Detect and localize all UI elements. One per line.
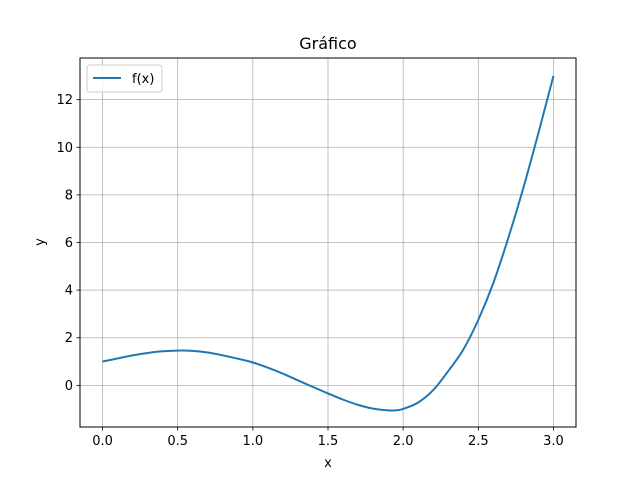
y-tick-label: 12	[56, 93, 73, 108]
y-tick-label: 8	[65, 188, 73, 203]
chart-title: Gráfico	[299, 34, 356, 53]
x-tick-label: 2.5	[468, 434, 489, 449]
y-tick-label: 6	[65, 236, 73, 251]
y-tick-label: 4	[65, 284, 73, 299]
y-axis-label: y	[33, 238, 48, 246]
x-tick-label: 0.5	[167, 434, 188, 449]
x-axis-label: x	[324, 456, 332, 471]
series-line-fx	[102, 75, 555, 412]
axis-ticks: 0.0 0.5 1.0 1.5 2.0 2.5 3.0 0 2 4 6 8 10 12	[56, 93, 563, 449]
legend-label-fx: f(x)	[132, 72, 154, 87]
grid	[80, 58, 576, 427]
x-tick-label: 2.0	[393, 434, 414, 449]
x-tick-label: 1.5	[318, 434, 339, 449]
series-layer	[102, 75, 555, 412]
x-tick-label: 1.0	[243, 434, 264, 449]
x-tick-label: 3.0	[543, 434, 564, 449]
legend-box	[86, 64, 163, 93]
legend: f(x)	[86, 64, 163, 93]
x-tick-label: 0.0	[92, 434, 113, 449]
y-tick-label: 10	[56, 141, 73, 156]
y-tick-label: 0	[65, 379, 73, 394]
y-tick-label: 2	[65, 331, 73, 346]
